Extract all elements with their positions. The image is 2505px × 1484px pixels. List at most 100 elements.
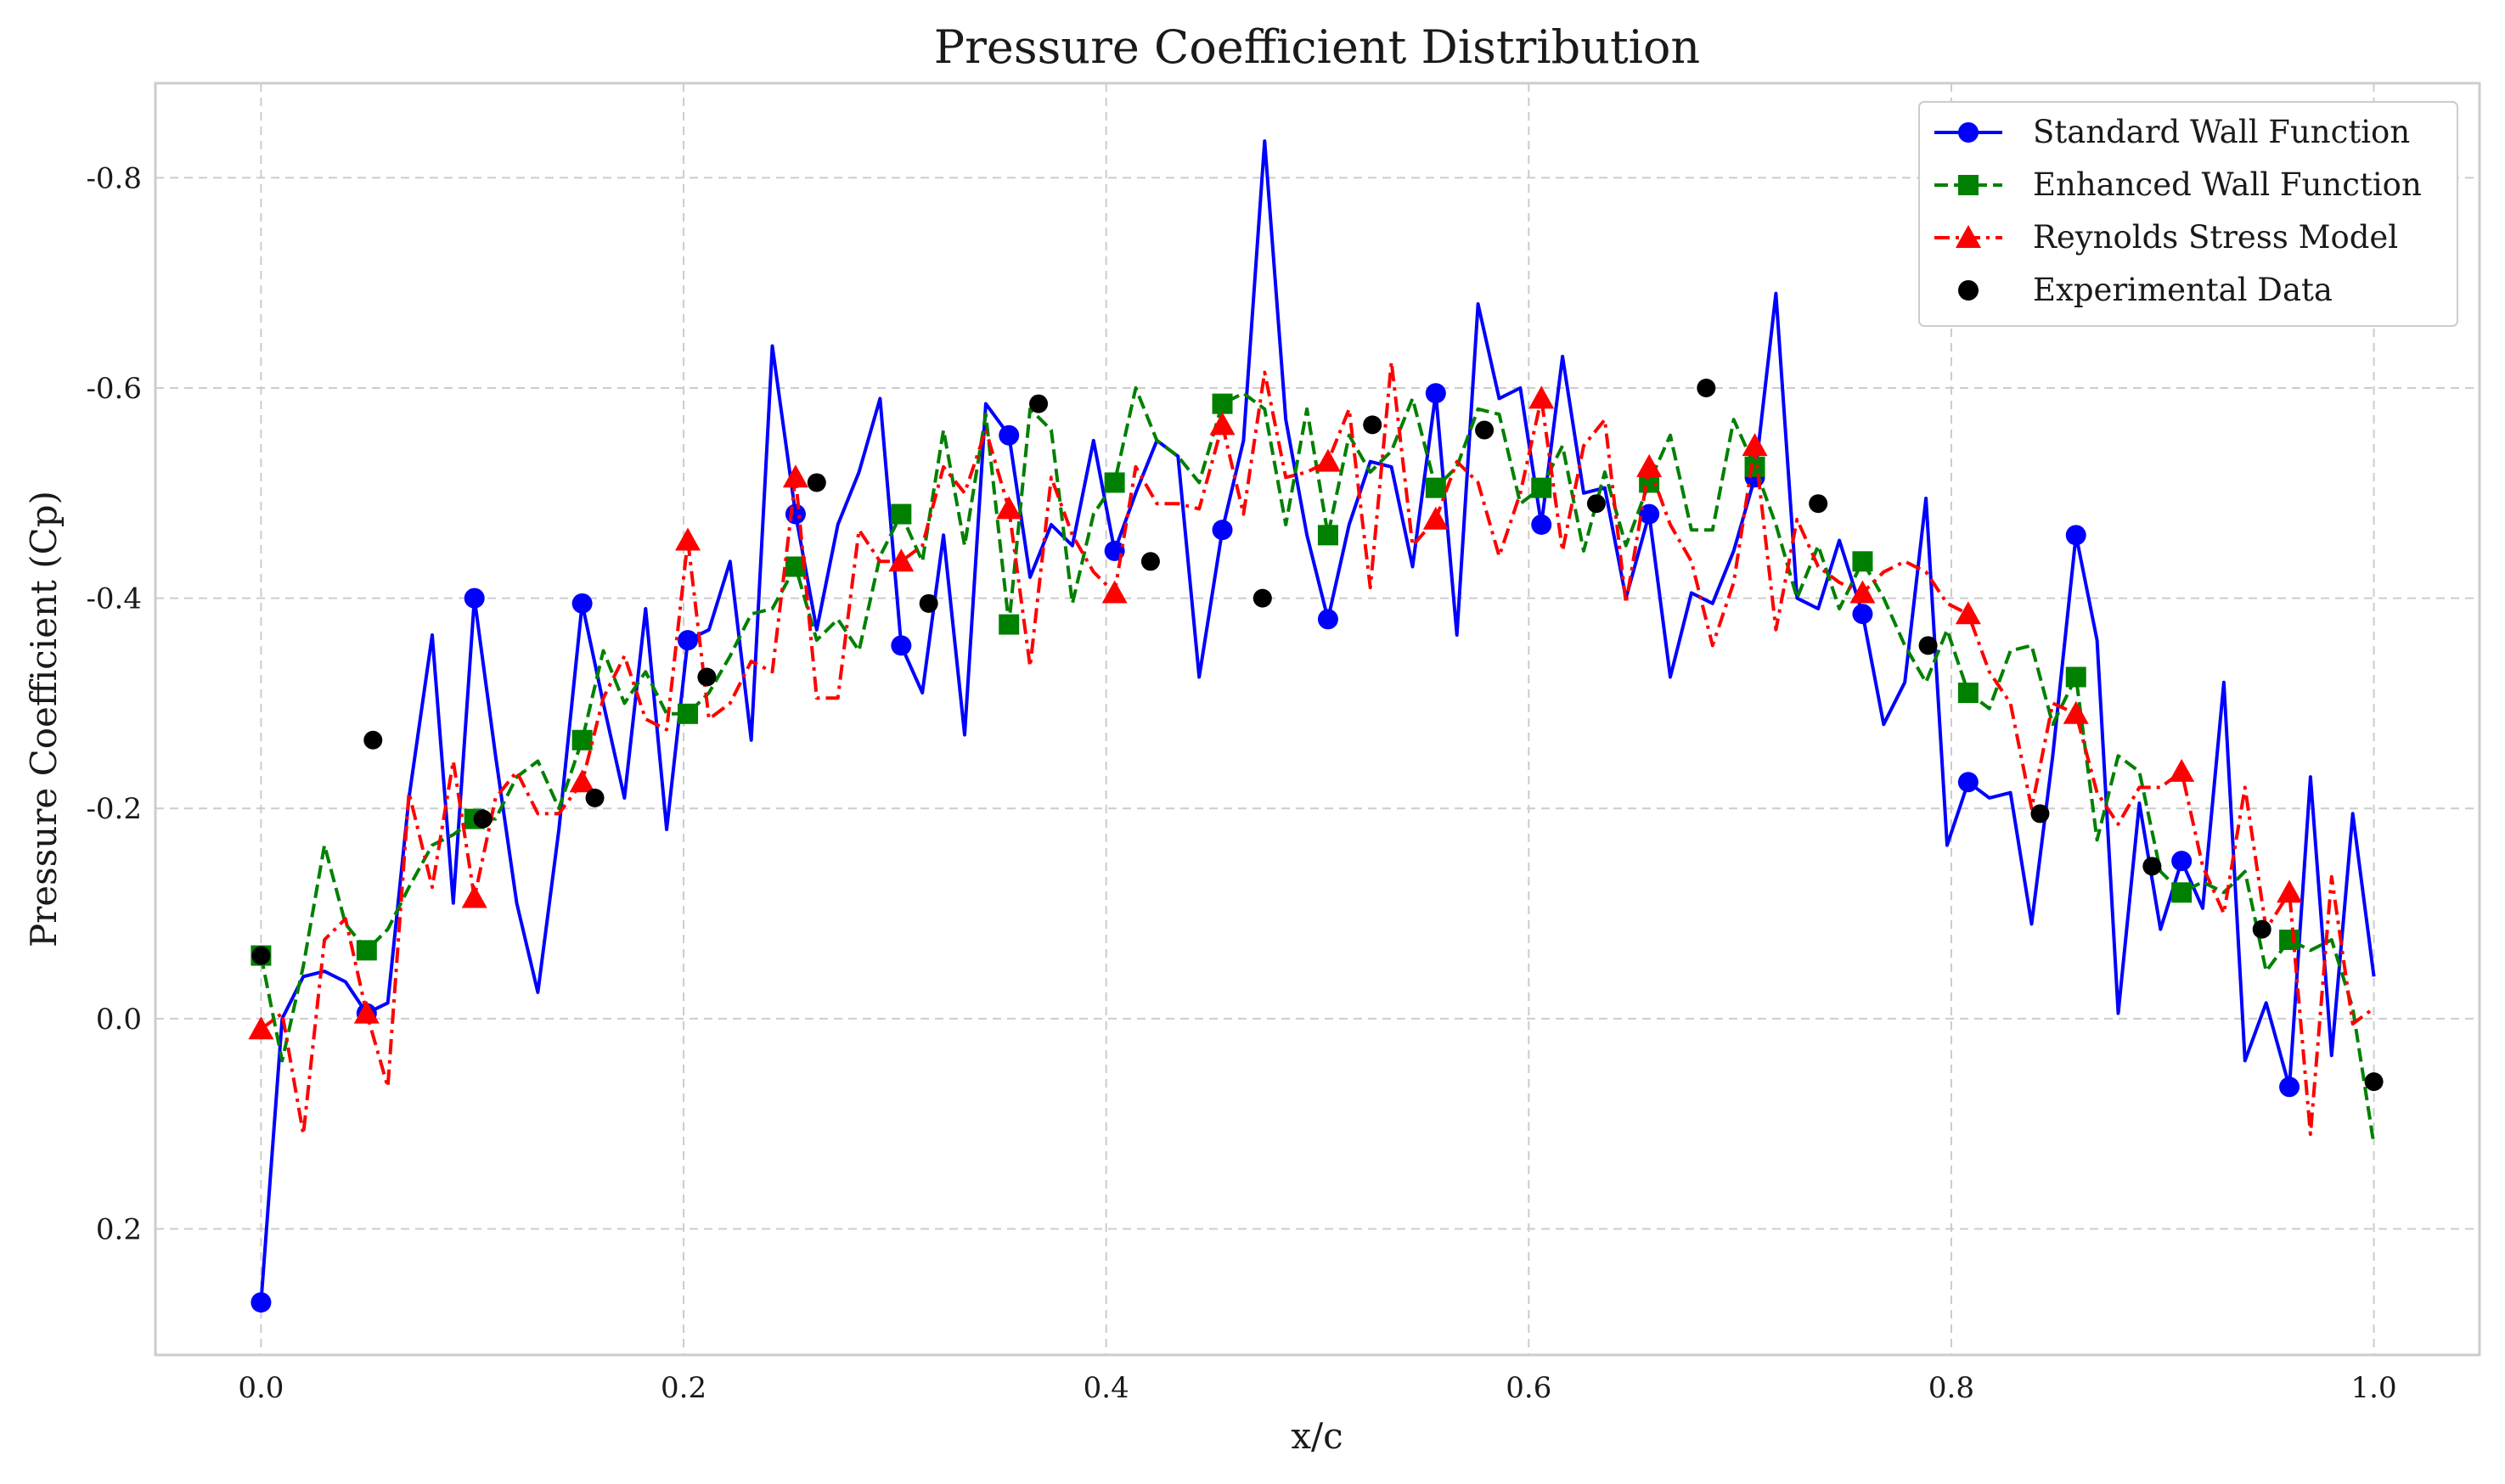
x-tick-label: 0.0 bbox=[238, 1371, 284, 1405]
data-point bbox=[1209, 412, 1236, 436]
data-point bbox=[999, 424, 1020, 446]
data-point bbox=[919, 593, 938, 613]
data-point bbox=[1140, 552, 1160, 571]
data-point bbox=[250, 1292, 272, 1313]
data-point bbox=[1475, 420, 1495, 440]
data-point bbox=[678, 630, 699, 651]
data-point bbox=[2279, 929, 2300, 950]
y-axis-label: Pressure Coefficient (Cp) bbox=[23, 491, 65, 947]
x-axis-label: x/c bbox=[1291, 1415, 1343, 1457]
legend-marker bbox=[1958, 280, 1979, 301]
data-point bbox=[1852, 551, 1873, 572]
data-point bbox=[1104, 472, 1125, 493]
data-point bbox=[2030, 804, 2050, 824]
data-point bbox=[571, 729, 593, 750]
data-point bbox=[1101, 580, 1128, 604]
data-point bbox=[1252, 588, 1272, 608]
legend: Standard Wall Function Enhanced Wall Func… bbox=[1918, 101, 2458, 327]
data-point bbox=[363, 730, 383, 750]
data-point bbox=[678, 703, 699, 724]
data-point bbox=[1531, 514, 1552, 535]
data-point bbox=[571, 593, 593, 614]
data-point bbox=[2171, 882, 2193, 903]
data-point bbox=[2142, 857, 2162, 876]
data-point bbox=[356, 940, 377, 961]
legend-marker bbox=[1956, 225, 1981, 248]
data-point bbox=[251, 946, 271, 965]
data-point bbox=[1528, 385, 1555, 409]
legend-label: Enhanced Wall Function bbox=[2033, 166, 2422, 203]
data-point bbox=[1212, 393, 1233, 414]
series-line bbox=[260, 360, 2375, 1136]
data-point bbox=[473, 809, 493, 829]
data-point bbox=[891, 503, 912, 525]
y-tick-label: 0.2 bbox=[96, 1212, 142, 1246]
data-point bbox=[461, 885, 487, 908]
data-point bbox=[1317, 609, 1338, 630]
data-point bbox=[782, 464, 808, 488]
data-point bbox=[1742, 433, 1768, 457]
data-point bbox=[1809, 494, 1828, 514]
legend-box bbox=[1918, 101, 2458, 327]
data-point bbox=[1852, 604, 1873, 625]
data-point bbox=[1317, 525, 1338, 546]
data-point bbox=[888, 548, 915, 572]
y-tick-label: 0.0 bbox=[96, 1003, 142, 1037]
data-point bbox=[2171, 851, 2193, 872]
data-point bbox=[2277, 880, 2303, 903]
data-point bbox=[248, 1016, 274, 1040]
chart-title: Pressure Coefficient Distribution bbox=[934, 20, 1700, 74]
plot-frame bbox=[154, 82, 2481, 1357]
x-tick-label: 0.4 bbox=[1084, 1371, 1129, 1405]
data-point bbox=[1744, 456, 1765, 477]
data-point bbox=[1212, 520, 1233, 541]
series-layer bbox=[248, 139, 2384, 1313]
series-1 bbox=[250, 386, 2376, 1145]
data-point bbox=[1697, 379, 1716, 398]
y-tick-label: -0.4 bbox=[86, 582, 142, 616]
data-point bbox=[2169, 758, 2195, 782]
x-tick-label: 0.2 bbox=[661, 1371, 706, 1405]
data-point bbox=[1425, 383, 1446, 404]
data-point bbox=[353, 1000, 380, 1024]
data-point bbox=[1586, 494, 1606, 514]
data-point bbox=[1955, 601, 1981, 625]
data-point bbox=[891, 635, 912, 656]
legend-label: Reynolds Stress Model bbox=[2033, 219, 2398, 256]
data-point bbox=[1425, 477, 1446, 498]
data-point bbox=[1636, 453, 1663, 477]
series-0 bbox=[250, 139, 2376, 1313]
legend-label: Standard Wall Function bbox=[2033, 114, 2410, 150]
data-point bbox=[785, 503, 806, 525]
data-point bbox=[1029, 394, 1049, 413]
y-tick-label: -0.6 bbox=[86, 372, 142, 406]
data-point bbox=[807, 473, 826, 492]
series-line bbox=[259, 386, 2376, 1145]
data-point bbox=[2063, 700, 2089, 724]
data-point bbox=[1849, 580, 1876, 604]
data-point bbox=[1639, 503, 1660, 525]
data-point bbox=[2065, 525, 2086, 546]
data-point bbox=[675, 527, 701, 551]
data-point bbox=[585, 788, 605, 807]
legend-marker bbox=[1958, 175, 1979, 195]
series-3 bbox=[251, 379, 2384, 1092]
data-point bbox=[464, 587, 485, 609]
data-point bbox=[2279, 1076, 2300, 1098]
data-point bbox=[2065, 666, 2086, 688]
series-2 bbox=[248, 360, 2375, 1136]
x-tick-label: 0.6 bbox=[1506, 1371, 1551, 1405]
data-point bbox=[1918, 636, 1938, 655]
series-line bbox=[259, 139, 2376, 1303]
data-point bbox=[569, 769, 595, 793]
data-point bbox=[996, 496, 1022, 520]
data-point bbox=[2252, 919, 2271, 939]
data-point bbox=[1957, 683, 1979, 704]
legend-label: Experimental Data bbox=[2033, 272, 2333, 308]
data-point bbox=[1363, 415, 1382, 435]
y-tick-label: -0.2 bbox=[86, 792, 142, 826]
tick-labels: 0.0 0.2 0.4 0.6 0.8 1.0 -0.8 -0.6 -0.4 -0.2 0.0 0.2 bbox=[86, 161, 2396, 1405]
x-tick-label: 1.0 bbox=[2351, 1371, 2397, 1405]
data-point bbox=[999, 614, 1020, 635]
